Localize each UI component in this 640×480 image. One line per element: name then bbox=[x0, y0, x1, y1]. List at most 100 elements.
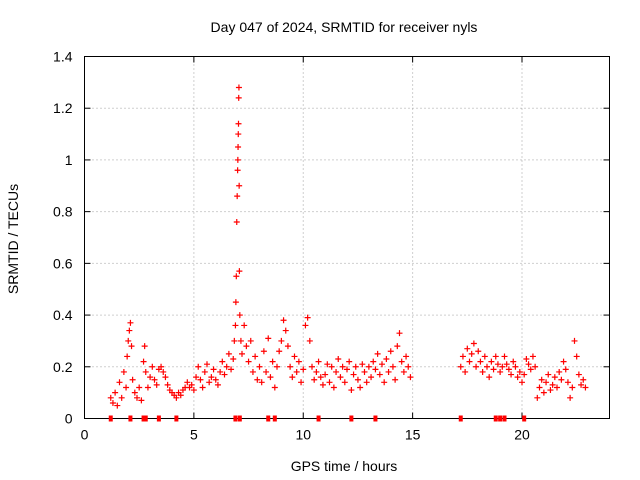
plot-frame bbox=[84, 56, 610, 419]
data-point bbox=[237, 415, 242, 422]
data-point bbox=[274, 363, 280, 370]
data-point bbox=[405, 363, 412, 370]
data-point bbox=[177, 392, 184, 399]
data-point bbox=[562, 366, 569, 373]
data-point bbox=[241, 322, 248, 329]
data-point bbox=[298, 379, 305, 386]
data-point bbox=[547, 387, 554, 394]
data-point bbox=[468, 350, 475, 357]
data-point bbox=[156, 415, 161, 422]
data-point bbox=[127, 319, 134, 326]
data-point bbox=[383, 356, 390, 363]
data-point bbox=[350, 371, 357, 378]
y-axis-ticks: 0 0.2 0.4 0.6 0.8 1 1.2 1.4 bbox=[53, 49, 610, 427]
data-point bbox=[233, 218, 240, 225]
data-point bbox=[313, 368, 320, 375]
data-point bbox=[479, 368, 486, 375]
data-point bbox=[545, 371, 552, 378]
data-point bbox=[379, 361, 385, 368]
data-point bbox=[330, 384, 337, 391]
data-point bbox=[160, 368, 167, 375]
data-point bbox=[484, 363, 490, 370]
data-point bbox=[529, 353, 536, 360]
data-point bbox=[293, 368, 300, 375]
y-tick-label: 0.4 bbox=[53, 307, 73, 323]
data-point bbox=[341, 379, 348, 386]
data-point bbox=[212, 376, 219, 383]
data-point bbox=[136, 384, 143, 391]
data-point bbox=[508, 371, 515, 378]
data-point bbox=[256, 363, 263, 370]
data-point bbox=[582, 384, 589, 391]
data-point bbox=[551, 374, 558, 381]
data-point bbox=[252, 353, 259, 360]
data-point bbox=[232, 299, 239, 306]
data-point bbox=[525, 361, 532, 368]
data-point bbox=[317, 374, 324, 381]
data-point bbox=[490, 366, 497, 373]
data-point bbox=[516, 368, 523, 375]
data-point bbox=[477, 358, 484, 365]
data-point bbox=[497, 368, 504, 375]
data-point bbox=[348, 387, 355, 394]
data-point bbox=[512, 363, 519, 370]
data-point bbox=[235, 144, 242, 150]
data-point bbox=[326, 379, 333, 386]
data-point bbox=[237, 337, 244, 344]
data-point bbox=[236, 312, 243, 319]
data-point bbox=[131, 389, 138, 396]
data-point bbox=[346, 358, 353, 365]
data-point bbox=[502, 415, 507, 422]
data-point bbox=[514, 374, 521, 381]
data-point bbox=[580, 376, 587, 383]
data-point bbox=[210, 366, 217, 373]
data-point bbox=[114, 402, 121, 409]
data-point bbox=[271, 384, 278, 391]
data-point bbox=[554, 384, 560, 391]
data-point bbox=[316, 415, 321, 422]
data-point bbox=[231, 337, 238, 344]
data-point bbox=[118, 394, 125, 401]
data-point bbox=[147, 374, 154, 381]
data-point bbox=[519, 379, 525, 386]
data-point bbox=[249, 368, 256, 375]
data-point bbox=[173, 394, 180, 401]
data-point bbox=[352, 363, 359, 370]
data-point bbox=[245, 358, 252, 365]
data-point bbox=[204, 361, 210, 368]
data-point bbox=[243, 343, 250, 350]
y-tick-label: 1.2 bbox=[53, 100, 73, 116]
data-point bbox=[538, 376, 545, 383]
data-point bbox=[123, 384, 130, 391]
data-point bbox=[234, 156, 241, 163]
data-point bbox=[457, 363, 464, 370]
data-point bbox=[462, 368, 469, 375]
data-point bbox=[291, 353, 298, 360]
data-point bbox=[486, 374, 493, 381]
data-point bbox=[287, 363, 294, 370]
data-point bbox=[337, 374, 344, 381]
data-point bbox=[223, 363, 230, 370]
data-point bbox=[201, 368, 208, 375]
data-point bbox=[564, 379, 571, 386]
data-point bbox=[503, 361, 510, 368]
data-point bbox=[260, 348, 267, 355]
data-point bbox=[278, 337, 285, 344]
data-point bbox=[235, 120, 242, 127]
data-point bbox=[153, 381, 160, 388]
data-point bbox=[219, 358, 226, 365]
chart-title: Day 047 of 2024, SRMTID for receiver nyl… bbox=[211, 19, 478, 35]
data-point bbox=[236, 268, 243, 275]
data-point bbox=[578, 381, 585, 388]
data-point bbox=[523, 356, 530, 363]
data-point bbox=[151, 376, 158, 383]
x-axis-label: GPS time / hours bbox=[291, 458, 398, 474]
x-tick-label: 10 bbox=[295, 427, 311, 443]
data-point bbox=[284, 343, 291, 350]
x-tick-label: 0 bbox=[81, 427, 89, 443]
data-point bbox=[363, 379, 370, 386]
data-point bbox=[234, 167, 241, 174]
data-point bbox=[344, 366, 350, 373]
data-point bbox=[138, 397, 145, 404]
data-point bbox=[368, 374, 375, 381]
